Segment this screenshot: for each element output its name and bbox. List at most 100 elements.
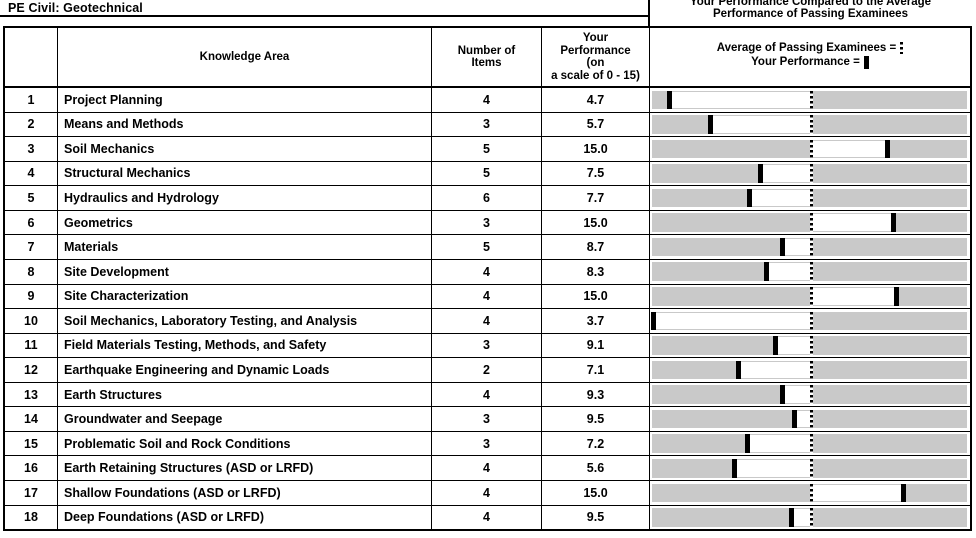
- chart-caption: Your Performance Compared to the Average…: [689, 0, 932, 20]
- row-number-cell: 8: [5, 259, 58, 284]
- number-of-items-cell: 6: [432, 186, 542, 210]
- legend-your-label: Your Performance =: [751, 55, 860, 68]
- caption-divider-line: [648, 0, 650, 27]
- comparison-chart-cell: [650, 481, 970, 505]
- knowledge-area-cell: Earthquake Engineering and Dynamic Loads: [58, 358, 432, 382]
- performance-range-box: [766, 263, 812, 280]
- your-performance-marker: [744, 434, 750, 453]
- knowledge-area-cell: Problematic Soil and Rock Conditions: [58, 431, 432, 456]
- performance-bar: [652, 164, 967, 183]
- average-marker: [809, 360, 813, 380]
- row-number-cell: 13: [5, 382, 58, 407]
- number-of-items-cell: 4: [432, 88, 542, 112]
- header-number-of-items: Number of Items: [432, 28, 542, 86]
- average-marker: [809, 115, 813, 134]
- number-of-items-cell: 4: [432, 456, 542, 480]
- average-marker: [809, 336, 813, 355]
- comparison-chart-cell: [650, 88, 970, 112]
- performance-range-box: [734, 459, 812, 477]
- performance-bar: [652, 139, 967, 159]
- row-number-cell: 12: [5, 358, 58, 382]
- table-row: 12 Earthquake Engineering and Dynamic Lo…: [5, 358, 970, 383]
- legend: Average of Passing Examinees = Your Perf…: [717, 42, 904, 69]
- row-number-cell: 10: [5, 309, 58, 333]
- your-performance-marker: [757, 164, 763, 183]
- performance-range-box: [782, 386, 812, 403]
- performance-range-box: [653, 312, 812, 330]
- page-title: PE Civil: Geotechnical: [8, 1, 143, 15]
- number-of-items-cell: 2: [432, 358, 542, 382]
- number-of-items-cell: 3: [432, 333, 542, 358]
- knowledge-area-cell: Hydraulics and Hydrology: [58, 186, 432, 210]
- performance-bar: [652, 409, 967, 429]
- average-marker: [809, 213, 813, 232]
- number-of-items-cell: 4: [432, 505, 542, 530]
- knowledge-area-cell: Field Materials Testing, Methods, and Sa…: [58, 333, 432, 358]
- performance-score-cell: 9.5: [542, 407, 650, 431]
- average-marker: [809, 311, 813, 331]
- comparison-chart-cell: [650, 113, 970, 137]
- comparison-chart-cell: [650, 407, 970, 431]
- average-marker: [809, 483, 813, 503]
- table-row: 1 Project Planning 4 4.7: [5, 88, 970, 113]
- performance-score-cell: 7.7: [542, 186, 650, 210]
- comparison-chart-cell: [650, 162, 970, 186]
- performance-range-box: [669, 91, 812, 109]
- average-marker: [809, 90, 813, 110]
- knowledge-area-cell: Groundwater and Seepage: [58, 407, 432, 431]
- knowledge-area-cell: Site Characterization: [58, 284, 432, 309]
- knowledge-area-cell: Structural Mechanics: [58, 161, 432, 186]
- number-of-items-cell: 4: [432, 309, 542, 333]
- row-number-cell: 16: [5, 456, 58, 480]
- table-row: 7 Materials 5 8.7: [5, 235, 970, 260]
- performance-score-cell: 15.0: [542, 210, 650, 235]
- number-of-items-cell: 5: [432, 161, 542, 186]
- number-of-items-cell: 5: [432, 137, 542, 161]
- performance-bar: [652, 287, 967, 306]
- knowledge-area-cell: Site Development: [58, 259, 432, 284]
- number-of-items-cell: 4: [432, 382, 542, 407]
- average-marker: [809, 458, 813, 478]
- average-marker: [809, 434, 813, 453]
- number-of-items-cell: 3: [432, 407, 542, 431]
- your-performance-marker: [667, 90, 673, 110]
- your-performance-marker: [779, 237, 785, 257]
- row-number-cell: 4: [5, 161, 58, 186]
- performance-score-cell: 15.0: [542, 137, 650, 161]
- performance-bar: [652, 188, 967, 208]
- performance-bar: [651, 311, 967, 331]
- performance-range-box: [775, 337, 812, 354]
- comparison-chart-cell: [650, 432, 970, 456]
- row-number-cell: 14: [5, 407, 58, 431]
- comparison-chart-cell: [650, 506, 970, 530]
- performance-bar: [652, 90, 967, 110]
- table-row: 14 Groundwater and Seepage 3 9.5: [5, 407, 970, 432]
- comparison-chart-cell: [650, 334, 970, 358]
- table-body: 1 Project Planning 4 4.7 2 Means: [5, 88, 970, 530]
- table-row: 5 Hydraulics and Hydrology 6 7.7: [5, 186, 970, 211]
- performance-score-cell: 8.3: [542, 259, 650, 284]
- knowledge-area-cell: Means and Methods: [58, 112, 432, 137]
- average-marker: [809, 385, 813, 404]
- performance-score-cell: 3.7: [542, 309, 650, 333]
- your-performance-marker: [651, 311, 657, 331]
- your-performance-marker: [788, 508, 794, 527]
- your-performance-marker: [891, 213, 897, 232]
- comparison-chart-cell: [650, 383, 970, 407]
- table-row: 3 Soil Mechanics 5 15.0: [5, 137, 970, 162]
- performance-score-cell: 15.0: [542, 284, 650, 309]
- performance-score-cell: 15.0: [542, 481, 650, 505]
- number-of-items-cell: 5: [432, 235, 542, 259]
- performance-range-box: [811, 288, 897, 305]
- your-performance-marker: [747, 188, 753, 208]
- comparison-chart-cell: [650, 211, 970, 235]
- performance-range-box: [760, 165, 812, 182]
- performance-score-cell: 4.7: [542, 88, 650, 112]
- your-performance-marker: [779, 385, 785, 404]
- your-performance-marker: [885, 139, 891, 159]
- performance-range-box: [811, 140, 888, 158]
- comparison-chart-cell: [650, 285, 970, 309]
- comparison-chart-cell: [650, 358, 970, 382]
- your-performance-marker: [731, 458, 737, 478]
